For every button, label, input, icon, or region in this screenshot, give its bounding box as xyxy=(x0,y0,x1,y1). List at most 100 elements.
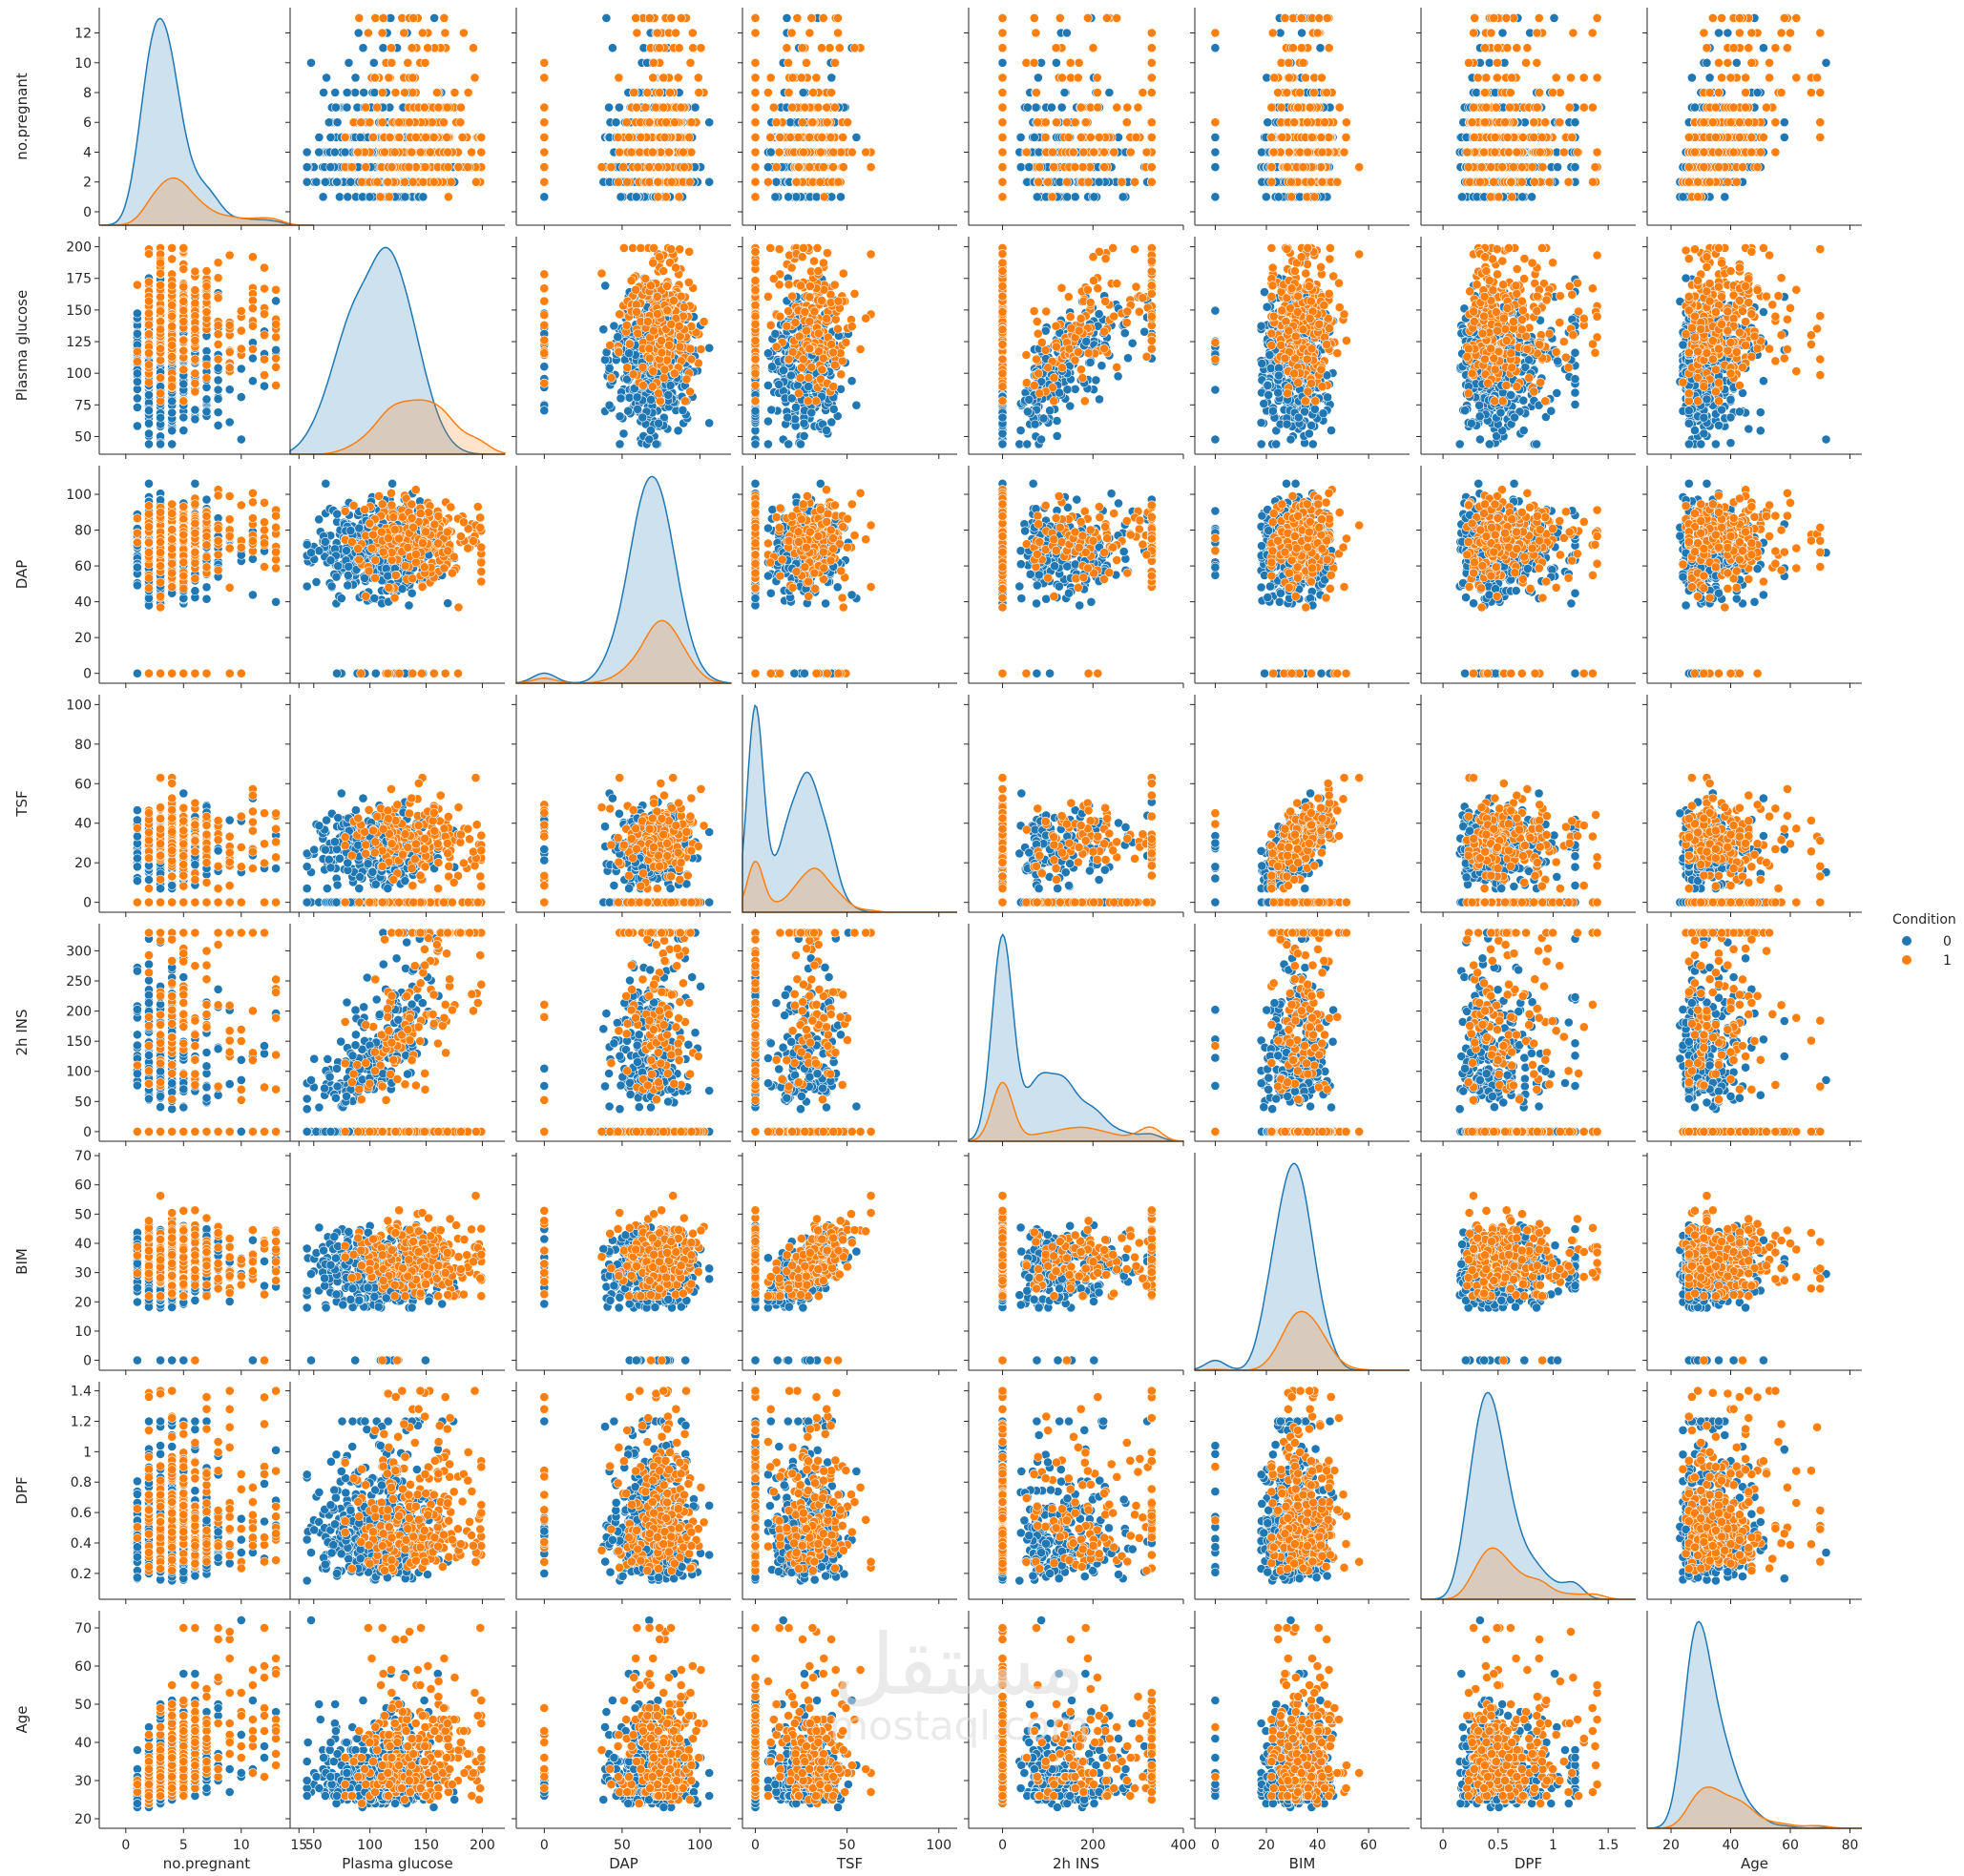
point-1 xyxy=(395,133,404,141)
y-tick-label: 12 xyxy=(74,27,92,42)
point-1 xyxy=(619,163,628,172)
point-1 xyxy=(390,148,399,156)
point-0 xyxy=(303,177,311,186)
point-0 xyxy=(345,58,353,67)
point-0 xyxy=(691,103,700,112)
point-0 xyxy=(331,103,340,112)
point-0 xyxy=(351,88,360,96)
point-1 xyxy=(424,44,432,52)
point-1 xyxy=(378,88,387,96)
point-0 xyxy=(344,193,352,201)
point-0 xyxy=(608,44,616,52)
point-1 xyxy=(421,58,429,67)
point-1 xyxy=(385,73,393,82)
point-1 xyxy=(357,118,366,127)
y-tick-label: 2 xyxy=(83,176,92,191)
point-1 xyxy=(468,148,476,156)
point-0 xyxy=(540,193,549,201)
point-1 xyxy=(354,148,363,156)
point-1 xyxy=(471,177,480,186)
point-1 xyxy=(443,103,451,112)
y-axis-label: no.pregnant xyxy=(13,73,31,160)
point-1 xyxy=(469,44,477,52)
point-0 xyxy=(616,193,625,201)
point-1 xyxy=(400,29,408,37)
point-0 xyxy=(303,148,311,156)
point-1 xyxy=(386,133,394,141)
point-1 xyxy=(373,177,382,186)
point-1 xyxy=(378,118,387,127)
point-1 xyxy=(622,118,631,127)
point-0 xyxy=(705,177,714,186)
point-0 xyxy=(306,58,315,67)
point-1 xyxy=(407,148,416,156)
point-1 xyxy=(444,148,452,156)
point-1 xyxy=(444,193,452,201)
point-0 xyxy=(341,148,349,156)
point-1 xyxy=(408,177,417,186)
point-0 xyxy=(359,44,367,52)
point-1 xyxy=(456,118,465,127)
point-0 xyxy=(705,118,714,127)
point-0 xyxy=(315,148,324,156)
point-0 xyxy=(379,44,387,52)
point-0 xyxy=(602,13,611,22)
point-0 xyxy=(323,73,331,82)
point-1 xyxy=(387,163,396,172)
point-1 xyxy=(408,73,417,82)
point-1 xyxy=(408,88,417,96)
point-0 xyxy=(430,13,439,22)
point-0 xyxy=(331,88,340,96)
point-1 xyxy=(370,73,379,82)
point-1 xyxy=(411,133,420,141)
point-1 xyxy=(429,177,438,186)
point-1 xyxy=(387,58,396,67)
point-1 xyxy=(371,13,380,22)
point-1 xyxy=(366,118,374,127)
point-1 xyxy=(405,118,413,127)
point-0 xyxy=(321,177,329,186)
y-tick-label: 8 xyxy=(83,86,92,101)
point-1 xyxy=(387,44,395,52)
point-1 xyxy=(439,118,448,127)
point-1 xyxy=(376,193,385,201)
point-0 xyxy=(333,118,342,127)
point-0 xyxy=(366,193,374,201)
point-1 xyxy=(391,88,400,96)
panel-no-pregnant-vs-dap xyxy=(512,8,731,230)
point-0 xyxy=(632,193,640,201)
point-0 xyxy=(356,133,365,141)
point-1 xyxy=(362,163,370,172)
point-1 xyxy=(434,103,443,112)
point-1 xyxy=(459,29,468,37)
point-1 xyxy=(364,29,372,37)
point-1 xyxy=(447,177,455,186)
point-1 xyxy=(440,13,449,22)
point-1 xyxy=(422,133,430,141)
panel-no-pregnant-vs-plasma-glucose xyxy=(285,8,505,230)
point-1 xyxy=(368,133,377,141)
point-1 xyxy=(454,163,463,172)
point-1 xyxy=(409,13,418,22)
point-1 xyxy=(477,148,486,156)
point-0 xyxy=(401,193,409,201)
point-0 xyxy=(354,29,363,37)
point-1 xyxy=(416,148,425,156)
y-tick-label: 4 xyxy=(83,145,92,160)
point-0 xyxy=(419,193,428,201)
point-1 xyxy=(362,103,370,112)
point-1 xyxy=(358,177,366,186)
point-1 xyxy=(395,118,404,127)
point-1 xyxy=(385,193,393,201)
point-1 xyxy=(420,103,428,112)
point-0 xyxy=(612,118,620,127)
y-tick-label: 10 xyxy=(74,56,92,72)
point-1 xyxy=(401,88,409,96)
point-1 xyxy=(677,13,685,22)
point-0 xyxy=(326,163,335,172)
point-1 xyxy=(400,177,408,186)
point-1 xyxy=(458,133,467,141)
y-tick-label: 0 xyxy=(83,205,92,220)
point-0 xyxy=(343,88,351,96)
point-1 xyxy=(379,13,387,22)
